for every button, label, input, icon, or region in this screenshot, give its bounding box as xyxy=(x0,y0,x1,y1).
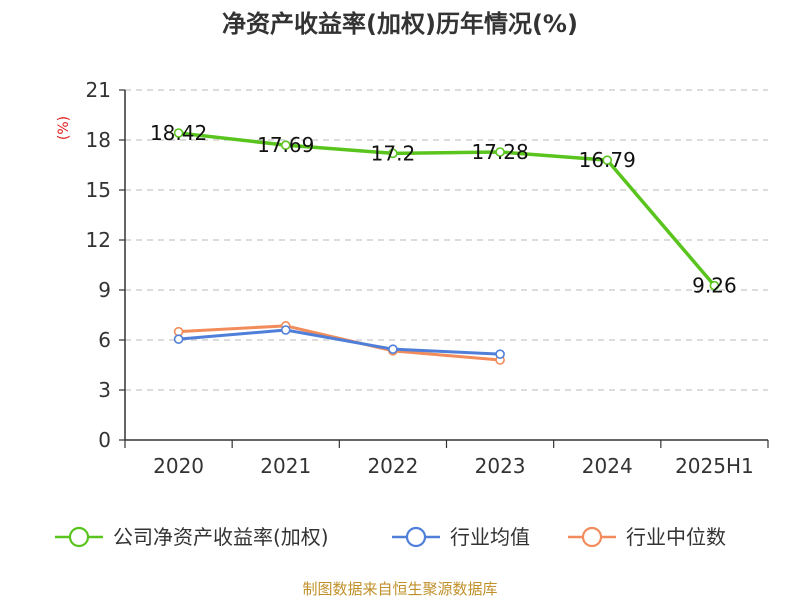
series-line xyxy=(178,324,501,362)
data-point xyxy=(388,344,398,354)
data-point xyxy=(173,128,184,138)
data-label: 17.69 xyxy=(257,133,314,157)
chart-title: 净资产收益率(加权)历年情况(%) xyxy=(222,10,578,38)
y-tick-label: 3 xyxy=(98,378,111,402)
data-point xyxy=(280,140,291,150)
data-label: 18.42 xyxy=(150,121,207,145)
legend-label: 行业均值 xyxy=(450,525,530,549)
series-line xyxy=(178,328,501,356)
data-label: 17.2 xyxy=(371,141,416,165)
data-point xyxy=(388,148,398,159)
data-point xyxy=(495,147,505,157)
x-tick-label: 2025H1 xyxy=(675,454,754,478)
axes: 0 3 6 9 12 15 18 21 2020 2021 2022 2023 2024 2025H1 xyxy=(86,78,769,478)
data-source-note: 制图数据来自恒生聚源数据库 xyxy=(302,580,497,598)
series-lines xyxy=(173,128,720,365)
data-point xyxy=(495,349,505,359)
data-labels: 18.42 17.69 17.2 17.28 16.79 9.26 xyxy=(150,121,737,298)
legend-swatch-marker xyxy=(68,526,90,548)
y-tick-label: 0 xyxy=(98,428,111,452)
legend-swatch-marker xyxy=(405,526,427,548)
y-tick-label: 21 xyxy=(86,78,111,102)
legend-label: 行业中位数 xyxy=(626,525,726,549)
y-tick-label: 15 xyxy=(86,178,111,202)
data-label: 16.79 xyxy=(579,148,636,172)
gridlines xyxy=(125,89,768,391)
legend: 公司净资产收益率(加权) 行业均值 行业中位数 xyxy=(55,525,726,549)
x-tick-label: 2024 xyxy=(582,454,633,478)
x-tick-label: 2022 xyxy=(367,454,418,478)
y-axis-unit-label: (%) xyxy=(56,116,72,140)
data-label: 9.26 xyxy=(692,274,737,298)
y-tick-label: 9 xyxy=(98,278,111,302)
data-point xyxy=(602,155,613,165)
y-tick-label: 6 xyxy=(98,328,111,352)
x-tick-label: 2023 xyxy=(475,454,526,478)
legend-swatch-marker xyxy=(581,526,603,548)
legend-label: 公司净资产收益率(加权) xyxy=(113,525,329,549)
data-point xyxy=(709,280,720,291)
x-tick-label: 2021 xyxy=(260,454,311,478)
data-point xyxy=(173,334,184,344)
data-label: 17.28 xyxy=(471,140,528,164)
y-tick-label: 18 xyxy=(86,128,111,152)
x-tick-label: 2020 xyxy=(153,454,204,478)
y-tick-label: 12 xyxy=(86,228,111,252)
series-line xyxy=(178,131,716,287)
data-point xyxy=(280,325,291,335)
